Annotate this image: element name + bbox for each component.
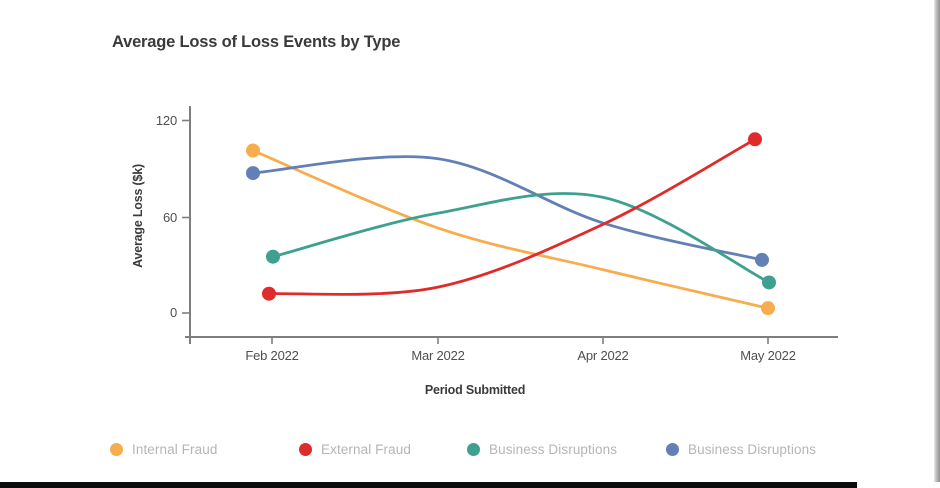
series-line-1 <box>267 137 757 296</box>
legend-item-external-fraud[interactable]: External Fraud <box>299 438 411 460</box>
legend-label: Internal Fraud <box>132 441 218 457</box>
series-endpoint-marker-3 <box>754 252 769 267</box>
legend-swatch-business-disruptions-teal-icon <box>467 442 480 456</box>
series-line-2 <box>271 192 771 284</box>
x-tick-label: May 2022 <box>740 348 796 363</box>
window-bottom-edge-bar <box>0 482 857 488</box>
legend-swatch-business-disruptions-blue-icon <box>666 442 679 456</box>
x-axis-title: Period Submitted <box>425 383 525 397</box>
y-axis-title: Average Loss ($k) <box>131 164 145 268</box>
legend-item-internal-fraud[interactable]: Internal Fraud <box>110 438 217 460</box>
x-tick-label: Apr 2022 <box>577 348 628 363</box>
series-endpoint-marker-3 <box>246 166 260 181</box>
series-endpoint-marker-0 <box>246 143 260 158</box>
legend-swatch-external-fraud-icon <box>299 442 312 456</box>
series-endpoint-marker-2 <box>761 275 776 290</box>
legend-item-business-disruptions-blue[interactable]: Business Disruptions <box>666 438 816 460</box>
legend-swatch-internal-fraud-icon <box>110 442 123 456</box>
series-endpoint-marker-1 <box>262 286 276 301</box>
legend-label: External Fraud <box>321 441 411 457</box>
y-tick-label: 60 <box>163 210 177 225</box>
legend-label: Business Disruptions <box>688 441 817 457</box>
chart-title: Average Loss of Loss Events by Type <box>112 33 401 51</box>
series-layer <box>246 132 776 316</box>
series-line-3 <box>251 155 764 262</box>
y-tick-label: 0 <box>170 305 177 320</box>
chart-legend: Internal Fraud External Fraud Business D… <box>0 438 940 464</box>
x-axis-ticks <box>271 337 769 344</box>
legend-label: Business Disruptions <box>489 441 618 457</box>
series-line-0 <box>251 149 770 310</box>
x-tick-label: Mar 2022 <box>411 348 464 363</box>
legend-item-business-disruptions-teal[interactable]: Business Disruptions <box>467 438 617 460</box>
x-tick-label: Feb 2022 <box>245 348 298 363</box>
window-right-edge-shadow <box>934 0 940 482</box>
y-tick-label: 120 <box>156 113 177 128</box>
series-endpoint-marker-1 <box>747 132 762 147</box>
series-endpoint-marker-0 <box>760 301 775 316</box>
y-axis-ticks <box>182 119 190 314</box>
series-endpoint-marker-2 <box>266 249 280 264</box>
